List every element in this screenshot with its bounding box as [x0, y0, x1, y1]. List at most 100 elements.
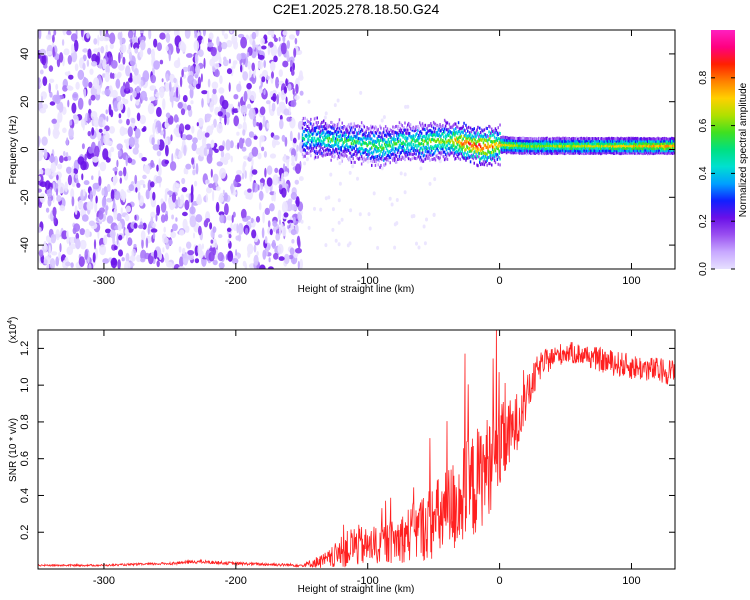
- spectrogram-signal-cell: [371, 146, 373, 150]
- spectrogram-signal-cell: [382, 151, 384, 155]
- spectrogram-signal-cell: [530, 136, 533, 140]
- spectrogram-signal-cell: [474, 146, 476, 150]
- spectrogram-signal-cell: [626, 142, 629, 146]
- spectrogram-signal-cell: [403, 156, 405, 159]
- spectrogram-signal-cell: [552, 144, 554, 148]
- spectrogram-noise-cell: [178, 150, 183, 159]
- spectrogram-signal-cell: [636, 140, 638, 143]
- spectrogram-signal-cell: [319, 131, 321, 134]
- spectrogram-noise-cell: [201, 98, 204, 108]
- spectrogram-noise-cell: [277, 46, 282, 57]
- spectrogram-signal-cell: [363, 150, 366, 154]
- spectrogram-signal-cell: [431, 134, 434, 138]
- spectrogram-signal-cell: [450, 136, 452, 140]
- spectrogram-sparse-cell: [415, 241, 418, 246]
- spectrogram-signal-cell: [390, 135, 392, 139]
- spectrogram-signal-cell: [477, 150, 479, 154]
- spectrogram-signal-cell: [310, 130, 312, 134]
- spectrogram-signal-cell: [530, 152, 533, 155]
- spectrogram-signal-cell: [481, 156, 484, 160]
- spectrogram-signal-cell: [380, 138, 382, 142]
- spectrogram-signal-cell: [670, 149, 672, 153]
- spectrogram-signal-cell: [599, 137, 601, 140]
- spectrogram-signal-cell: [316, 116, 318, 120]
- spectrogram-signal-cell: [351, 139, 354, 142]
- spectrogram-noise-cell: [175, 183, 181, 188]
- spectrogram-noise-cell: [224, 114, 227, 126]
- spectrogram-signal-cell: [670, 144, 672, 148]
- spectrogram-signal-cell: [372, 157, 375, 161]
- spectrogram-signal-cell: [339, 154, 342, 158]
- spectrogram-signal-cell: [621, 140, 623, 143]
- spectrogram-signal-cell: [334, 123, 336, 127]
- spectrogram-signal-cell: [547, 137, 549, 141]
- spectrogram-noise-cell: [192, 79, 197, 87]
- spectrogram-signal-cell: [540, 144, 542, 148]
- spectrogram-signal-cell: [518, 138, 521, 142]
- spectrogram-noise-cell: [241, 172, 245, 180]
- spectrogram-signal-cell: [359, 156, 361, 160]
- spectrogram-noise-cell: [281, 134, 286, 142]
- spectrogram-signal-cell: [512, 148, 514, 152]
- spectrogram-signal-cell: [548, 144, 550, 148]
- spectrogram-signal-cell: [348, 138, 351, 141]
- spectrogram-signal-cell: [651, 137, 654, 141]
- spectrogram-signal-cell: [397, 146, 400, 150]
- spectrogram-signal-cell: [348, 145, 351, 149]
- spectrogram-signal-cell: [336, 131, 339, 134]
- spectrogram-signal-cell: [601, 139, 604, 143]
- spectrogram-signal-cell: [463, 128, 465, 132]
- spectrogram-signal-cell: [625, 151, 628, 155]
- spectrogram-signal-cell: [658, 149, 660, 153]
- spectrogram-signal-cell: [307, 130, 309, 134]
- spectrogram-signal-cell: [441, 140, 443, 144]
- spectrogram-signal-cell: [583, 136, 585, 140]
- spectrogram-signal-cell: [482, 129, 485, 133]
- spectrogram-signal-cell: [401, 146, 403, 149]
- spectrogram-signal-cell: [629, 137, 631, 141]
- spectrogram-signal-cell: [636, 146, 639, 150]
- spectrogram-sparse-cell: [340, 156, 344, 161]
- spectrogram-noise-cell: [242, 71, 249, 81]
- spectrogram-signal-cell: [382, 131, 384, 135]
- spectrogram-signal-cell: [646, 144, 648, 148]
- spectrogram-signal-cell: [342, 127, 344, 131]
- spectrogram-noise-cell: [45, 34, 53, 40]
- spectrogram-signal-cell: [574, 151, 576, 155]
- spectrogram-signal-cell: [373, 134, 376, 138]
- spectrogram-signal-cell: [316, 143, 318, 147]
- spectrogram-signal-cell: [504, 135, 507, 139]
- spectrogram-signal-cell: [349, 151, 352, 155]
- spectrogram-signal-cell: [447, 152, 450, 156]
- spectrogram-noise-cell: [84, 228, 91, 238]
- spectrogram-signal-cell: [607, 151, 609, 155]
- spectrogram-signal-cell: [369, 136, 371, 140]
- spectrogram-noise-cell: [109, 32, 116, 45]
- spectrogram-signal-cell: [390, 153, 392, 157]
- spectrogram-signal-cell: [421, 122, 424, 126]
- spectrogram-signal-cell: [309, 146, 311, 150]
- spectrogram-noise-cell: [133, 42, 140, 50]
- spectrogram-signal-cell: [475, 141, 477, 145]
- spectrogram-signal-cell: [557, 141, 559, 145]
- spectrogram-noise-cell: [87, 112, 90, 125]
- spectrogram-noise-cell: [269, 228, 273, 236]
- spectrogram-signal-cell: [546, 136, 548, 140]
- spectrogram-signal-cell: [603, 142, 606, 146]
- spectrogram-signal-cell: [560, 149, 562, 153]
- spectrogram-signal-cell: [661, 146, 664, 150]
- spectrogram-signal-cell: [340, 130, 342, 134]
- spectrogram-signal-cell: [548, 149, 550, 153]
- spectrogram-signal-cell: [337, 145, 340, 148]
- spectrogram-signal-cell: [461, 147, 463, 151]
- spectrogram-signal-cell: [628, 147, 631, 151]
- spectrogram-signal-cell: [572, 151, 574, 155]
- spectrogram-signal-cell: [370, 156, 372, 160]
- spectrogram-signal-cell: [346, 142, 348, 146]
- spectrogram-signal-cell: [657, 141, 659, 145]
- spectrogram-signal-cell: [556, 148, 559, 152]
- spectrogram-signal-cell: [648, 149, 651, 153]
- spectrogram-signal-cell: [476, 128, 478, 132]
- spectrogram-signal-cell: [555, 147, 558, 151]
- spectrogram-signal-cell: [655, 149, 657, 153]
